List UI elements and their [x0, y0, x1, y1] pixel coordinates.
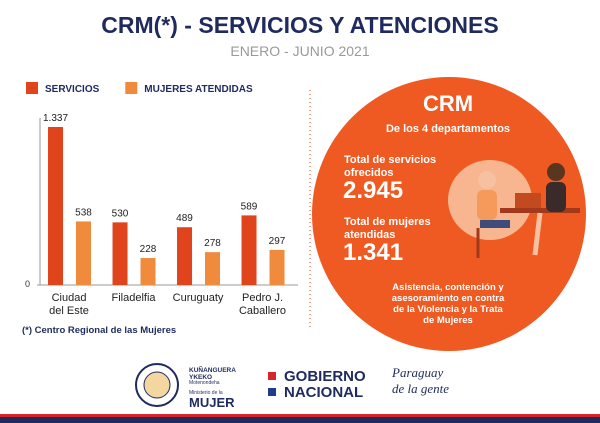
- flag-red: [268, 372, 276, 380]
- x-tick-label: Curuguaty: [173, 292, 224, 304]
- ministry-top: KUÑANGUERA YKEKO: [189, 365, 236, 381]
- woman-right-legs: [532, 212, 543, 256]
- government: GOBIERNO NACIONAL: [284, 368, 366, 401]
- slogan: Paraguay de la gente: [391, 365, 449, 396]
- footer: KUÑANGUERA YKEKO Motenondeha Ministerio d…: [0, 363, 600, 423]
- panel-title: CRM: [423, 91, 473, 116]
- table: [500, 208, 580, 213]
- value-label: 530: [112, 208, 129, 219]
- legend-swatch: [125, 82, 138, 94]
- value-label: 489: [176, 213, 193, 224]
- bar: [241, 215, 257, 285]
- stat-label: Total de mujeres atendidas: [344, 216, 431, 241]
- stat-value: 2.945: [343, 177, 403, 204]
- seal-inner: [143, 371, 171, 399]
- bar: [140, 258, 156, 285]
- woman-left-head: [478, 171, 496, 189]
- bar: [76, 221, 92, 285]
- ministry-name: MUJER: [189, 395, 235, 410]
- flag-blue: [268, 388, 276, 396]
- ministry-guarani: Motenondeha: [189, 380, 220, 386]
- x-tick-label: Ciudad del Este: [49, 292, 89, 317]
- woman-left-legs: [480, 220, 510, 228]
- footer-strip: [0, 414, 600, 423]
- laptop: [515, 193, 541, 208]
- bar: [48, 127, 64, 285]
- legend-label: MUJERES ATENDIDAS: [144, 84, 253, 95]
- woman-left-body: [477, 190, 497, 220]
- title: CRM(*) - SERVICIOS Y ATENCIONES: [101, 12, 498, 38]
- bar: [269, 249, 285, 285]
- value-label: 1.337: [43, 113, 68, 124]
- y-tick-label: 0: [25, 279, 30, 289]
- value-label: 297: [269, 236, 286, 247]
- legend-label: SERVICIOS: [45, 84, 100, 95]
- woman-right-head: [547, 163, 565, 181]
- panel-subtitle: De los 4 departamentos: [386, 123, 510, 135]
- panel-circle: [312, 77, 586, 351]
- legend-swatch: [26, 82, 38, 94]
- value-label: 228: [140, 244, 157, 255]
- bar: [205, 252, 221, 285]
- stat-value: 1.341: [343, 239, 403, 266]
- bar: [177, 227, 193, 285]
- value-label: 538: [75, 207, 92, 218]
- illustration: [448, 160, 580, 258]
- woman-right-body: [546, 182, 566, 212]
- value-label: 589: [241, 201, 258, 212]
- value-label: 278: [204, 238, 221, 249]
- stat-label: Total de servicios ofrecidos: [344, 154, 436, 179]
- footnote: (*) Centro Regional de las Mujeres: [22, 325, 176, 336]
- footer-strip-red: [0, 414, 600, 417]
- x-tick-label: Filadelfia: [112, 292, 157, 304]
- ministry-small: Ministerio de la: [189, 390, 223, 396]
- subtitle: ENERO - JUNIO 2021: [230, 43, 369, 59]
- panel-description: Asistencia, contención y asesoramiento en…: [392, 282, 505, 326]
- x-tick-label: Pedro J. Caballero: [239, 292, 286, 317]
- bar: [112, 222, 128, 285]
- seal: [135, 363, 179, 407]
